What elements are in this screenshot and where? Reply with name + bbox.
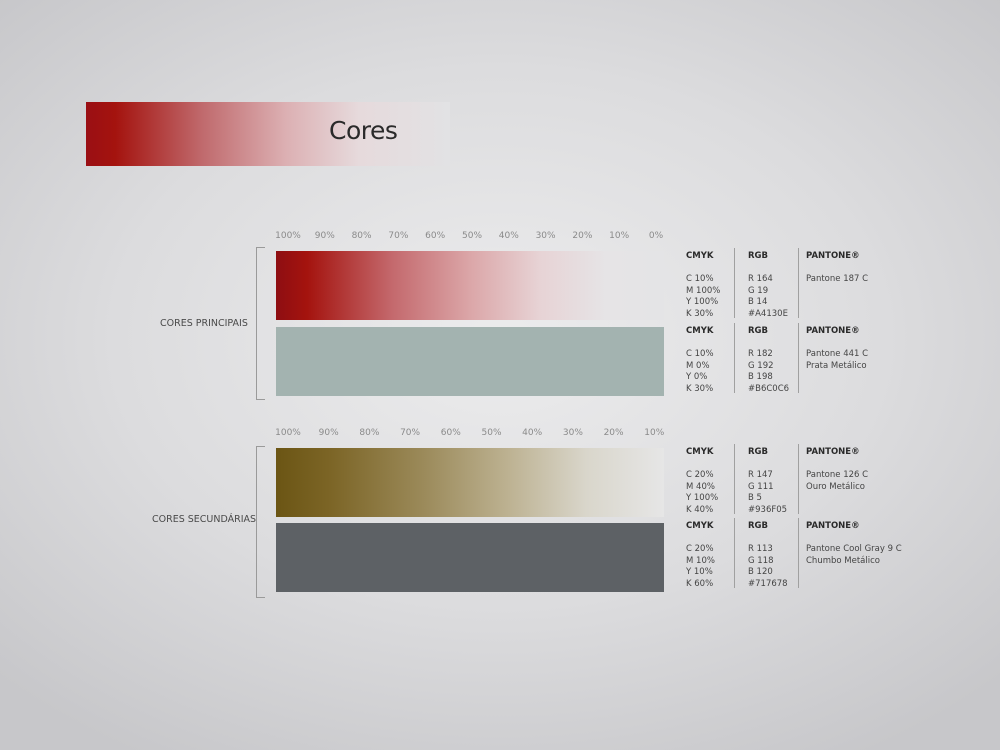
- title-gradient-band: [86, 102, 450, 166]
- percent-label: 70%: [388, 231, 409, 241]
- rgb-value: #717678: [748, 578, 788, 589]
- percent-label: 40%: [498, 231, 519, 241]
- cmyk-header: CMYK: [686, 447, 714, 457]
- percent-label: 50%: [461, 231, 483, 241]
- column-divider: [734, 444, 735, 514]
- rgb-value: G 19: [748, 285, 769, 296]
- swatch-gray: [276, 523, 664, 592]
- secondary-bracket: [256, 446, 265, 598]
- pantone-header: PANTONE®: [806, 521, 860, 531]
- primary-bracket: [256, 247, 265, 400]
- percent-scale-secondary: 100% 90% 80% 70% 60% 50% 40% 30% 20% 10%: [0, 428, 1000, 442]
- percent-label: 100%: [275, 428, 301, 438]
- cmyk-value: C 10%: [686, 274, 714, 284]
- rgb-header: RGB: [748, 326, 769, 336]
- group-label-primary: CORES PRINCIPAIS: [160, 318, 248, 329]
- rgb-value: G 118: [748, 555, 774, 566]
- pantone-value: Ouro Metálico: [806, 481, 865, 492]
- percent-label: 90%: [318, 428, 339, 438]
- rgb-header: RGB: [748, 447, 769, 457]
- percent-label: 60%: [440, 428, 461, 438]
- percent-label: 10%: [644, 428, 665, 438]
- percent-label: 40%: [522, 428, 543, 438]
- rgb-value: R 164: [748, 274, 773, 284]
- rgb-value: B 120: [748, 567, 773, 577]
- column-divider: [798, 444, 799, 514]
- cmyk-value: K 30%: [686, 308, 714, 319]
- column-divider: [734, 518, 735, 588]
- percent-scale-primary: 100% 90% 80% 70% 60% 50% 40% 30% 20% 10% 0%: [0, 231, 1000, 245]
- pantone-value: Pantone 126 C: [806, 470, 869, 480]
- pantone-header: PANTONE®: [806, 326, 860, 336]
- rgb-value: B 5: [748, 493, 762, 503]
- percent-label: 30%: [562, 428, 583, 438]
- rgb-value: #A4130E: [748, 308, 788, 319]
- column-divider: [798, 248, 799, 318]
- cmyk-value: Y 100%: [686, 297, 719, 307]
- rgb-value: R 147: [748, 470, 773, 480]
- rgb-value: #B6C0C6: [748, 383, 790, 394]
- cmyk-value: M 10%: [686, 555, 715, 566]
- percent-label: 10%: [609, 231, 630, 241]
- percent-label: 30%: [535, 231, 556, 241]
- rgb-header: RGB: [748, 521, 769, 531]
- column-divider: [734, 323, 735, 393]
- cmyk-value: K 60%: [686, 578, 714, 589]
- color-spec-1: CMYK C 10% M 0% Y 0% K 30% RGB R 182 G 192 B 198…: [0, 323, 1000, 398]
- percent-label: 80%: [359, 428, 380, 438]
- pantone-value: Pantone Cool Gray 9 C: [806, 544, 902, 554]
- cmyk-value: M 40%: [686, 481, 715, 492]
- cmyk-value: C 10%: [686, 349, 714, 359]
- pantone-value: Pantone 441 C: [806, 349, 869, 359]
- cmyk-value: M 0%: [686, 360, 710, 371]
- rgb-value: R 113: [748, 544, 773, 554]
- percent-label: 80%: [351, 231, 372, 241]
- rgb-value: B 198: [748, 372, 773, 382]
- pantone-value: Chumbo Metálico: [806, 555, 880, 566]
- cmyk-value: K 40%: [686, 504, 714, 515]
- group-label-secondary: CORES SECUNDÁRIAS: [152, 514, 257, 525]
- pantone-header: PANTONE®: [806, 251, 860, 261]
- swatch-red-gradient: [276, 251, 664, 320]
- rgb-value: #936F05: [748, 504, 788, 515]
- pantone-header: PANTONE®: [806, 447, 860, 457]
- pantone-value: Prata Metálico: [806, 360, 867, 371]
- percent-label: 70%: [400, 428, 421, 438]
- color-spec-3: CMYK C 20% M 10% Y 10% K 60% RGB R 113 G 118 B 1…: [0, 518, 1000, 593]
- rgb-value: B 14: [748, 297, 768, 307]
- column-divider: [798, 518, 799, 588]
- percent-label: 0%: [648, 231, 664, 241]
- color-spec-0: CMYK C 10% M 100% Y 100% K 30% RGB R 164 G 19 B …: [0, 248, 1000, 323]
- rgb-value: G 192: [748, 360, 774, 371]
- column-divider: [734, 248, 735, 318]
- percent-label: 100%: [275, 231, 301, 241]
- percent-label: 60%: [425, 231, 446, 241]
- pantone-value: Pantone 187 C: [806, 274, 869, 284]
- rgb-value: G 111: [748, 481, 774, 492]
- cmyk-header: CMYK: [686, 326, 714, 336]
- cmyk-value: K 30%: [686, 383, 714, 394]
- percent-label: 20%: [603, 428, 624, 438]
- swatch-silver: [276, 327, 664, 396]
- cmyk-value: C 20%: [686, 544, 714, 554]
- rgb-value: R 182: [748, 349, 773, 359]
- page-title: Cores: [329, 116, 398, 145]
- percent-label: 90%: [314, 231, 335, 241]
- cmyk-value: Y 100%: [686, 493, 719, 503]
- swatch-gold-gradient: [276, 448, 664, 517]
- cmyk-value: Y 0%: [686, 372, 708, 382]
- cmyk-value: C 20%: [686, 470, 714, 480]
- color-spec-2: CMYK C 20% M 40% Y 100% K 40% RGB R 147 G 111 B …: [0, 444, 1000, 519]
- cmyk-header: CMYK: [686, 521, 714, 531]
- rgb-header: RGB: [748, 251, 769, 261]
- percent-label: 20%: [572, 231, 593, 241]
- cmyk-value: M 100%: [686, 285, 721, 296]
- cmyk-header: CMYK: [686, 251, 714, 261]
- cmyk-value: Y 10%: [686, 567, 713, 577]
- percent-label: 50%: [481, 428, 502, 438]
- column-divider: [798, 323, 799, 393]
